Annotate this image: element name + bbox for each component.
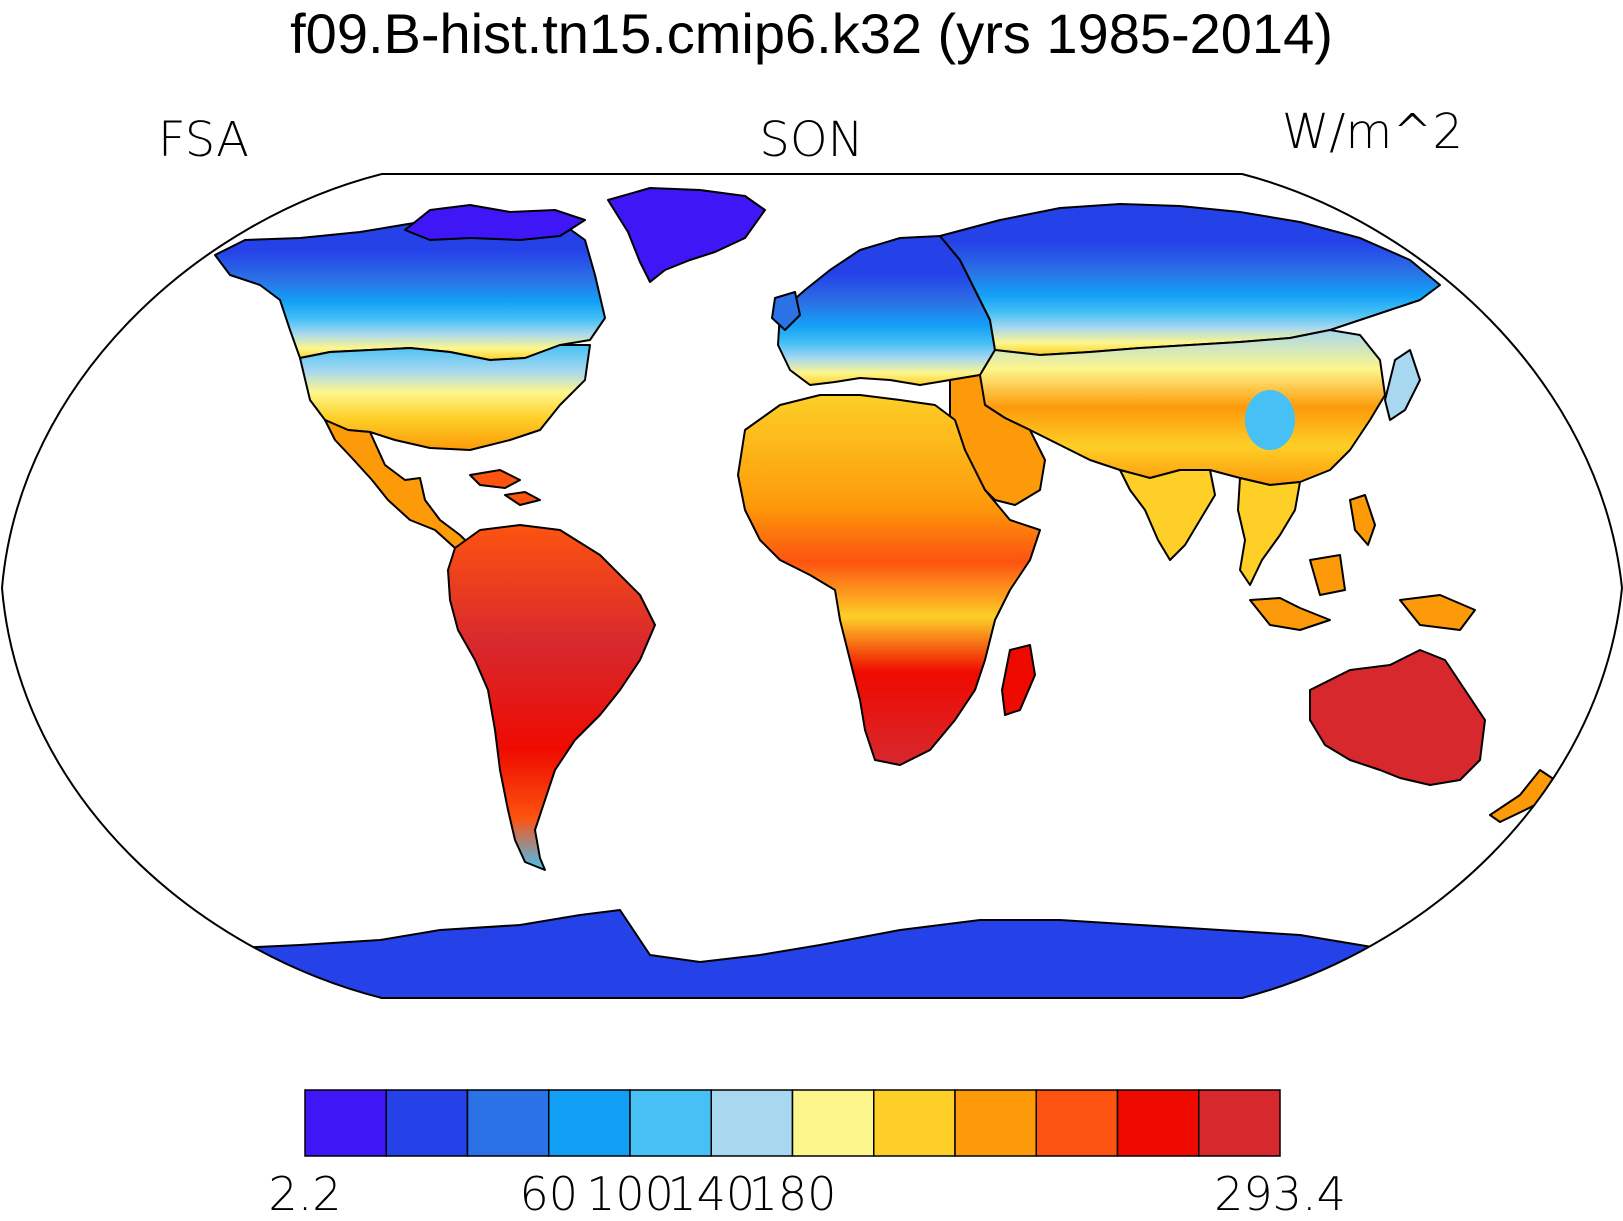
world-map [0, 173, 1623, 999]
region-antarctica [2, 909, 1622, 998]
region-uk [771, 291, 801, 331]
region-india [1119, 469, 1216, 561]
colorbar-cell [1035, 1089, 1119, 1157]
colorbar-cell [629, 1089, 712, 1157]
units-label: W/m^2 [1281, 104, 1463, 160]
region-japan [1384, 349, 1421, 421]
region-southeast-asia [1237, 477, 1301, 586]
colorbar-tick-label: 293.4 [1214, 1167, 1346, 1221]
colorbar-cell [466, 1089, 550, 1157]
region-indonesia [1249, 554, 1476, 631]
region-new-zealand [1489, 769, 1556, 823]
colorbar-cell [1116, 1089, 1200, 1157]
region-greenland [607, 187, 766, 283]
colorbar-tick-label: 60 [519, 1167, 579, 1221]
colorbar-cell [548, 1089, 631, 1157]
map-boundary [0, 173, 1623, 999]
region-south-america [447, 524, 656, 871]
colorbar-cell [791, 1089, 875, 1157]
region-madagascar [1001, 644, 1036, 716]
region-caribbean [469, 469, 541, 506]
region-africa [737, 394, 1041, 766]
colorbar-tick-label: 140 [667, 1167, 756, 1221]
colorbar-cell [873, 1089, 956, 1157]
colorbar [304, 1089, 1281, 1157]
colorbar-cell [1198, 1089, 1281, 1157]
map-title: f09.B-hist.tn15.cmip6.k32 (yrs 1985-2014… [290, 2, 1333, 65]
colorbar-tick-label: 100 [586, 1167, 674, 1221]
variable-label: FSA [158, 112, 249, 168]
colorbar-cell [304, 1089, 387, 1157]
region-philippines [1349, 494, 1376, 546]
colorbar-tick-label: 2.2 [268, 1167, 342, 1221]
region-russia [939, 203, 1441, 356]
colorbar-cell [710, 1089, 794, 1157]
colorbar-tick-label: 180 [748, 1167, 837, 1221]
season-label: SON [759, 112, 864, 168]
colorbar-cell [385, 1089, 469, 1157]
region-arctic-islands [404, 204, 586, 241]
colorbar-cell [954, 1089, 1037, 1157]
region-australia [1309, 649, 1486, 786]
region-tibet-blue-spot [1245, 390, 1295, 450]
